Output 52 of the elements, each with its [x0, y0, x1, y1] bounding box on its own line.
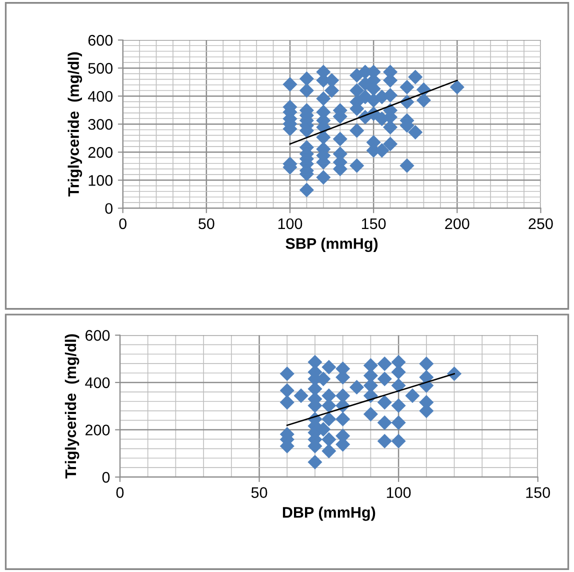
y-tick-label: 0 — [105, 203, 113, 214]
x-tick-label: 250 — [528, 218, 553, 230]
point — [377, 372, 392, 386]
y-tick-label: 600 — [86, 330, 110, 341]
point — [391, 398, 406, 413]
point — [391, 354, 406, 370]
x-tick-label: 150 — [526, 487, 550, 498]
point — [322, 360, 336, 374]
point — [377, 395, 392, 410]
point — [377, 356, 392, 372]
y-tick-label: 400 — [85, 377, 110, 388]
point — [391, 415, 406, 430]
x-tick-label: 200 — [445, 218, 470, 230]
y-tick-label: 0 — [102, 472, 110, 483]
point — [294, 388, 308, 403]
point — [419, 356, 434, 372]
point — [280, 366, 294, 382]
point — [391, 434, 406, 448]
point — [308, 354, 322, 370]
y-tick-label: 500 — [88, 62, 113, 74]
point — [336, 388, 350, 403]
x-axis-title: SBP (mmHg) — [286, 238, 378, 252]
point — [363, 406, 378, 422]
point — [405, 388, 420, 403]
point — [336, 412, 350, 426]
y-axis-title: Triglyceride (mg/dl) — [68, 52, 82, 197]
point — [446, 366, 462, 382]
point — [280, 383, 294, 398]
x-tick-label: 0 — [119, 218, 126, 230]
x-axis-title: DBP (mmHg) — [282, 506, 376, 521]
x-tick-label: 100 — [278, 218, 302, 230]
point — [377, 415, 392, 430]
y-tick-label: 600 — [88, 34, 113, 46]
point — [280, 395, 294, 410]
y-tick-label: 300 — [88, 118, 113, 130]
x-tick-label: 0 — [116, 487, 124, 498]
point — [322, 412, 336, 426]
y-tick-label: 400 — [88, 90, 113, 102]
y-tick-label: 200 — [86, 424, 110, 436]
point — [349, 380, 364, 394]
point — [377, 434, 392, 448]
point — [391, 378, 406, 393]
x-tick-label: 150 — [362, 218, 386, 230]
y-axis-title: Triglyceride (mg/dl) — [64, 334, 80, 479]
x-tick-label: 50 — [251, 487, 268, 498]
x-tick-label: 100 — [386, 487, 411, 498]
y-tick-label: 100 — [88, 175, 113, 186]
x-tick-label: 50 — [198, 218, 214, 230]
point — [308, 454, 322, 470]
point — [322, 432, 336, 447]
point — [322, 444, 336, 458]
y-tick-label: 200 — [88, 147, 113, 158]
